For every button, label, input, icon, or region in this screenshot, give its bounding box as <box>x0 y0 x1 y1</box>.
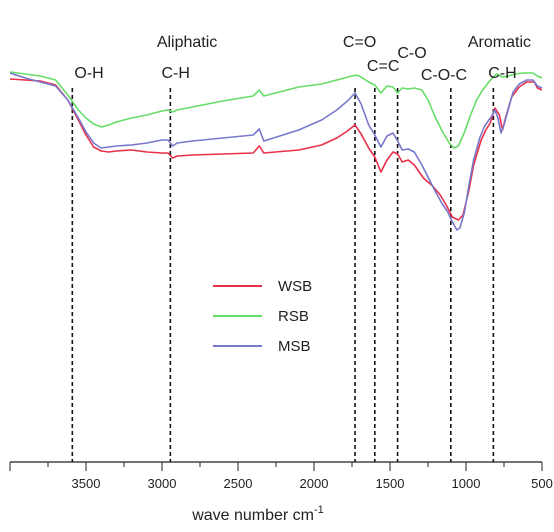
band-annotation: C-O-C <box>421 67 467 84</box>
x-tick-label: 2500 <box>224 476 253 491</box>
legend: WSB RSB MSB <box>213 278 312 355</box>
series-line-msb <box>9 72 543 231</box>
series-line-rsb <box>9 71 543 149</box>
legend-label: WSB <box>278 278 312 295</box>
x-tick-label: 3500 <box>72 476 101 491</box>
series-line-wsb <box>9 78 543 221</box>
x-axis-label-superscript: -1 <box>314 504 324 516</box>
x-axis-label: wave number cm-1 <box>191 504 324 524</box>
x-axis-label-text: wave number cm <box>191 507 314 524</box>
x-tick-label: 500 <box>531 476 553 491</box>
series-layer <box>9 71 543 231</box>
legend-label: MSB <box>278 338 311 355</box>
band-annotation: C=O <box>343 34 376 51</box>
band-annotation: C-O <box>397 45 426 62</box>
x-tick-label: 1500 <box>376 476 405 491</box>
legend-label: RSB <box>278 308 309 325</box>
x-tick-label: 2000 <box>300 476 329 491</box>
band-annotation: Aliphatic <box>157 34 217 51</box>
reference-lines <box>71 88 495 462</box>
x-tick-label: 1000 <box>452 476 481 491</box>
band-annotation: C=C <box>367 58 399 75</box>
band-annotation: O-H <box>74 65 103 82</box>
x-tick-label: 3000 <box>148 476 177 491</box>
band-annotation: Aromatic <box>468 34 531 51</box>
band-annotation: C-H <box>488 65 516 82</box>
band-annotation: C-H <box>161 65 189 82</box>
x-axis: 3500 3000 2500 2000 1500 1000 500 <box>9 461 553 491</box>
